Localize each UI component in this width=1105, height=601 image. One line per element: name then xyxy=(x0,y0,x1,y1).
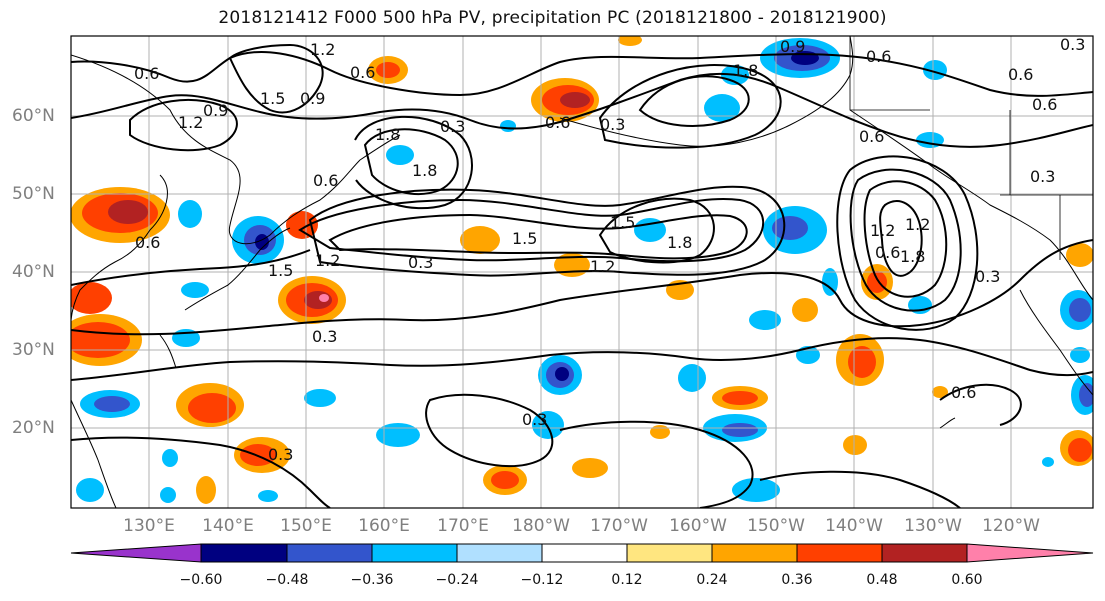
colorbar-segment xyxy=(371,543,458,563)
contour-label: 1.2 xyxy=(905,215,930,234)
contour-label: 0.6 xyxy=(135,233,160,252)
contour-label: 0.3 xyxy=(408,253,433,272)
contour-label: 1.2 xyxy=(870,221,895,240)
latitude-label: 30°N xyxy=(12,340,55,360)
contour-label: 0.3 xyxy=(440,117,465,136)
colorbar-tick-label: −0.48 xyxy=(265,572,309,588)
pv-contours xyxy=(71,43,1093,508)
colorbar-segment xyxy=(796,543,883,563)
coastlines xyxy=(71,36,1093,508)
colorbar-extend-low xyxy=(70,543,202,563)
colorbar-tick-label: 0.36 xyxy=(781,572,813,588)
contour-label: 0.9 xyxy=(780,37,805,56)
contour-label: 1.2 xyxy=(315,251,340,270)
longitude-label: 140°W xyxy=(825,516,883,536)
contour-label: 0.3 xyxy=(312,327,337,346)
contour-label: 1.5 xyxy=(512,229,537,248)
contour-label: 1.5 xyxy=(260,89,285,108)
contour-label: 1.8 xyxy=(375,125,400,144)
contour-label: 1.5 xyxy=(610,213,635,232)
contour-label: 0.6 xyxy=(545,113,570,132)
contour-label: 0.6 xyxy=(875,243,900,262)
colorbar-segment xyxy=(541,543,628,563)
longitude-label: 170°W xyxy=(590,516,648,536)
colorbar-tick-label: −0.36 xyxy=(350,572,394,588)
latitude-label: 50°N xyxy=(12,184,55,204)
contour-label: 0.6 xyxy=(1032,95,1057,114)
contour-label: 0.6 xyxy=(350,63,375,82)
colorbar-segment xyxy=(456,543,543,563)
colorbar-segment xyxy=(200,543,288,563)
contour-label: 0.3 xyxy=(268,445,293,464)
colorbar-segment xyxy=(711,543,798,563)
colorbar-segment xyxy=(286,543,373,563)
colorbar-segment xyxy=(881,543,968,563)
contour-label: 1.8 xyxy=(900,247,925,266)
colorbar-tick-label: −0.24 xyxy=(435,572,479,588)
contour-label: 0.6 xyxy=(313,171,338,190)
colorbar-segment xyxy=(626,543,713,563)
contour-label: 0.9 xyxy=(300,89,325,108)
pv-contour-labels: 0.6 1.2 0.9 1.5 0.6 0.6 0.3 0.6 1.8 1.8 … xyxy=(134,35,1085,464)
contour-label: 1.8 xyxy=(733,61,758,80)
longitude-label: 180°W xyxy=(512,516,570,536)
colorbar-tick-label: −0.60 xyxy=(179,572,223,588)
contour-label: 0.6 xyxy=(951,383,976,402)
map-frame xyxy=(70,35,1094,509)
contour-label: 1.2 xyxy=(590,257,615,276)
contour-label: 0.6 xyxy=(859,127,884,146)
longitude-label: 150°W xyxy=(747,516,805,536)
colorbar xyxy=(70,543,1094,563)
contour-label: 0.3 xyxy=(975,267,1000,286)
colorbar-tick-label: 0.24 xyxy=(696,572,728,588)
contour-label: 1.5 xyxy=(268,261,293,280)
longitude-label: 170°E xyxy=(437,516,489,536)
colorbar-extend-high xyxy=(966,543,1094,563)
contour-label: 0.6 xyxy=(866,47,891,66)
colorbar-tick-label: −0.12 xyxy=(520,572,564,588)
longitude-label: 160°W xyxy=(669,516,727,536)
contour-label: 1.8 xyxy=(412,161,437,180)
colorbar-tick-label: 0.48 xyxy=(866,572,898,588)
longitude-label: 120°W xyxy=(982,516,1040,536)
contour-label: 1.2 xyxy=(178,113,203,132)
colorbar-tick-label: 0.60 xyxy=(951,572,983,588)
contour-label: 0.6 xyxy=(134,64,159,83)
contour-label: 1.2 xyxy=(310,40,335,59)
latitude-label: 60°N xyxy=(12,106,55,126)
longitude-label: 130°W xyxy=(904,516,962,536)
contour-label: 1.8 xyxy=(667,233,692,252)
longitude-label: 150°E xyxy=(280,516,332,536)
contour-label: 0.3 xyxy=(522,410,547,429)
latitude-label: 40°N xyxy=(12,262,55,282)
precipitation-shading xyxy=(71,36,1093,504)
longitude-label: 140°E xyxy=(202,516,254,536)
colorbar-tick-label: 0.12 xyxy=(611,572,643,588)
contour-label: 0.3 xyxy=(1060,35,1085,54)
contour-label: 0.3 xyxy=(600,115,625,134)
contour-label: 0.6 xyxy=(1008,65,1033,84)
longitude-label: 130°E xyxy=(123,516,175,536)
contour-label: 0.3 xyxy=(1030,167,1055,186)
contour-label: 0.9 xyxy=(203,101,228,120)
longitude-label: 160°E xyxy=(358,516,410,536)
latitude-label: 20°N xyxy=(12,418,55,438)
figure-title: 2018121412 F000 500 hPa PV, precipitatio… xyxy=(218,8,887,28)
